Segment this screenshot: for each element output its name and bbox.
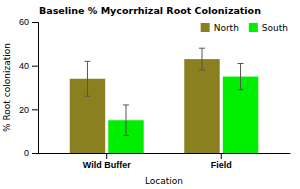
error-bar xyxy=(84,61,90,96)
y-tick-line xyxy=(32,109,38,110)
legend-label: North xyxy=(214,23,239,33)
plot: 0 20 40 60 Wild Buffer Field North South xyxy=(19,17,291,170)
x-tick-label: Field xyxy=(211,160,232,170)
x-axis: Wild Buffer Field xyxy=(39,153,291,170)
series xyxy=(70,48,220,153)
x-tick-line xyxy=(221,153,222,159)
legend-swatch xyxy=(249,23,258,32)
x-tick: Wild Buffer xyxy=(83,153,131,170)
y-tick: 0 xyxy=(24,148,38,158)
x-tick: Field xyxy=(211,153,232,170)
error-bar xyxy=(123,105,129,136)
x-axis-line xyxy=(39,153,291,154)
y-tick: 40 xyxy=(19,61,38,71)
legend-label: South xyxy=(262,23,288,33)
y-tick-label: 0 xyxy=(24,148,29,158)
legend-item: North xyxy=(201,23,239,33)
marks xyxy=(70,48,259,153)
y-tick-label: 20 xyxy=(19,105,29,115)
x-axis-title: Location xyxy=(145,176,183,186)
y-axis: 0 20 40 60 xyxy=(19,17,39,158)
chart: 0 20 40 60 Wild Buffer Field North SouthBaselin… xyxy=(0,0,300,189)
y-tick-line xyxy=(32,22,38,23)
y-tick-line xyxy=(32,153,38,154)
legend: North South xyxy=(201,23,288,33)
y-axis-line xyxy=(32,23,39,154)
error-bar xyxy=(199,48,205,70)
y-axis-title: % Root colonization xyxy=(2,43,12,132)
y-tick: 60 xyxy=(19,17,38,27)
title: Baseline % Mycorrhizal Root Colonization xyxy=(39,5,261,16)
legend-item: South xyxy=(249,23,288,33)
legend-swatch xyxy=(201,23,210,32)
y-tick-label: 60 xyxy=(19,17,29,27)
x-tick-line xyxy=(106,153,107,159)
x-tick-label: Wild Buffer xyxy=(83,160,131,170)
y-tick-line xyxy=(32,66,38,67)
y-tick: 20 xyxy=(19,105,38,115)
y-tick-label: 40 xyxy=(19,61,29,71)
error-bar xyxy=(238,63,244,89)
series xyxy=(108,63,258,153)
bar xyxy=(184,59,219,153)
